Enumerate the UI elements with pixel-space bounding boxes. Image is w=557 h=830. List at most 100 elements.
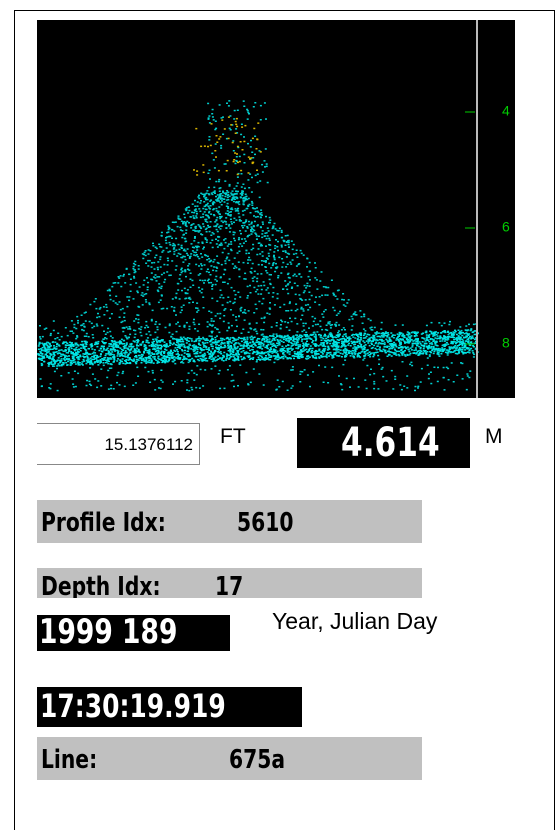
echo-dot — [152, 245, 154, 247]
echo-dot — [235, 294, 237, 296]
echo-dot — [159, 359, 161, 361]
echo-dot — [50, 383, 52, 385]
echo-dot — [294, 274, 296, 276]
echo-dot — [125, 361, 127, 363]
echo-dot — [188, 269, 190, 271]
echo-dot — [215, 226, 217, 228]
echo-dot — [190, 348, 192, 350]
echo-dot — [39, 351, 41, 353]
echo-dot — [408, 351, 410, 353]
echo-dot — [141, 294, 143, 296]
echo-dot — [85, 320, 87, 322]
echo-dot — [325, 340, 327, 342]
echo-dot — [339, 334, 341, 336]
echo-dot — [280, 357, 282, 359]
echo-dot — [210, 282, 212, 284]
echo-dot — [216, 300, 218, 302]
depth-ft-field[interactable]: 15.1376112 — [37, 423, 200, 465]
echo-dot — [167, 353, 169, 355]
echo-dot — [108, 352, 110, 354]
echo-dot — [62, 354, 64, 356]
echo-dot — [282, 251, 284, 253]
echo-dot — [406, 375, 408, 377]
echo-dot — [111, 286, 113, 288]
echo-dot — [265, 148, 267, 150]
echo-dot — [442, 338, 444, 340]
echo-dot — [295, 335, 297, 337]
echo-dot — [174, 363, 176, 365]
echo-dot — [82, 356, 84, 358]
echo-dot — [211, 336, 213, 338]
echo-dot — [270, 335, 272, 337]
echo-dot — [360, 345, 362, 347]
echo-dot — [96, 346, 98, 348]
echo-dot — [119, 301, 121, 303]
echo-dot — [317, 324, 319, 326]
echo-dot — [187, 248, 189, 250]
echo-dot — [396, 338, 398, 340]
echo-dot — [149, 345, 151, 347]
echo-dot — [417, 387, 419, 389]
depth-m-box: 4.614 — [297, 418, 470, 468]
echo-dot — [210, 344, 212, 346]
echo-dot — [180, 269, 182, 271]
echo-dot — [285, 310, 287, 312]
echo-dot — [257, 173, 259, 175]
echo-dot — [315, 344, 317, 346]
echo-dot — [232, 314, 234, 316]
echo-dot — [446, 342, 448, 344]
echo-dot — [188, 346, 190, 348]
echo-dot — [203, 356, 205, 358]
echo-dot — [68, 347, 70, 349]
echo-dot — [200, 146, 202, 148]
echo-dot — [77, 362, 79, 364]
echo-dot — [176, 338, 178, 340]
echo-dot — [207, 340, 209, 342]
echo-dot — [260, 209, 262, 211]
echo-dot — [408, 349, 410, 351]
echo-dot — [194, 200, 196, 202]
echo-dot — [73, 362, 75, 364]
echo-dot — [244, 162, 246, 164]
echo-dot — [143, 280, 145, 282]
echo-dot — [215, 339, 217, 341]
echo-dot — [242, 222, 244, 224]
echo-dot — [315, 335, 317, 337]
echo-dot — [161, 232, 163, 234]
echo-dot — [76, 336, 78, 338]
echo-dot — [209, 261, 211, 263]
echo-dot — [188, 206, 190, 208]
echo-dot — [312, 340, 314, 342]
echo-dot — [231, 223, 233, 225]
echo-dot — [291, 345, 293, 347]
echo-dot — [196, 211, 198, 213]
echo-dot — [175, 249, 177, 251]
echo-dot — [240, 193, 242, 195]
echo-dot — [230, 241, 232, 243]
echo-dot — [243, 141, 245, 143]
echo-dot — [191, 340, 193, 342]
echo-dot — [251, 249, 253, 251]
echo-dot — [196, 365, 198, 367]
echo-dot — [346, 378, 348, 380]
echo-dot — [264, 160, 266, 162]
echo-dot — [173, 251, 175, 253]
echo-dot — [304, 290, 306, 292]
echo-dot — [398, 351, 400, 353]
echo-dot — [317, 353, 319, 355]
echo-dot — [120, 275, 122, 277]
echo-dot — [262, 329, 264, 331]
echo-dot — [48, 351, 50, 353]
echo-dot — [213, 159, 215, 161]
echo-dot — [296, 275, 298, 277]
echo-dot — [420, 343, 422, 345]
echo-dot — [202, 385, 204, 387]
echo-dot — [261, 303, 263, 305]
echo-dot — [191, 212, 193, 214]
echo-dot — [181, 268, 183, 270]
echo-dot — [169, 323, 171, 325]
echo-dot — [247, 236, 249, 238]
echo-dot — [255, 216, 257, 218]
echo-dot — [176, 265, 178, 267]
echo-dot — [303, 310, 305, 312]
